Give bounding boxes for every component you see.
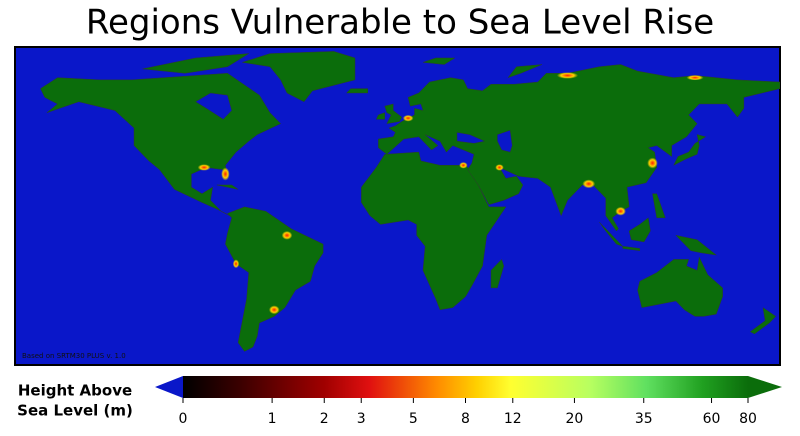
colorbar-tick-label: 2 xyxy=(320,411,329,427)
colorbar: Height Above Sea Level (m) 0 1 2 3 5 8 12 20 35 6… xyxy=(17,376,782,427)
new-zealand xyxy=(750,308,776,334)
australia xyxy=(638,257,723,316)
hotspot xyxy=(556,72,579,79)
low-lying-areas xyxy=(197,72,704,315)
hotspot xyxy=(281,230,293,240)
eurasia xyxy=(378,65,780,231)
colorbar-tick-label: 80 xyxy=(739,411,757,427)
africa xyxy=(361,152,506,310)
cuba xyxy=(217,185,238,189)
caspian-sea xyxy=(497,130,512,152)
colorbar-label: Sea Level (m) xyxy=(17,402,133,420)
hotspot xyxy=(615,206,626,216)
colorbar-high-arrow xyxy=(748,376,782,398)
hotspot xyxy=(268,305,280,315)
hotspot xyxy=(495,164,504,171)
sumatra xyxy=(599,222,622,246)
britain xyxy=(385,104,402,124)
colorbar-tick-label: 12 xyxy=(504,411,522,427)
hotspot xyxy=(647,157,658,169)
colorbar-tick-label: 35 xyxy=(635,411,653,427)
colorbar-tick-label: 8 xyxy=(461,411,470,427)
colorbar-gradient xyxy=(183,376,748,398)
colorbar-tick-label: 1 xyxy=(268,411,277,427)
novaya-zemlya xyxy=(508,65,542,78)
hotspot xyxy=(221,167,230,181)
japan xyxy=(674,135,706,166)
java xyxy=(623,246,640,250)
colorbar-label: Height Above xyxy=(18,382,132,400)
black-sea xyxy=(457,132,485,143)
map: Based on SRTM30 PLUS v. 1.0 xyxy=(14,46,781,366)
colorbar-tick-label: 60 xyxy=(703,411,721,427)
hotspot xyxy=(197,164,211,171)
arctic-islands xyxy=(143,54,249,74)
hotspot xyxy=(686,75,704,81)
new-guinea xyxy=(676,235,716,255)
greenland xyxy=(242,51,355,101)
title: Regions Vulnerable to Sea Level Rise xyxy=(86,3,714,43)
philippines xyxy=(653,194,666,218)
ireland xyxy=(376,113,385,120)
svalbard xyxy=(423,58,455,65)
colorbar-tick-label: 3 xyxy=(357,411,366,427)
landmasses xyxy=(41,51,780,351)
colorbar-tick-label: 5 xyxy=(409,411,418,427)
map-note: Based on SRTM30 PLUS v. 1.0 xyxy=(22,352,126,360)
borneo xyxy=(629,218,650,242)
hotspot xyxy=(232,259,240,269)
hotspot xyxy=(459,161,468,169)
iceland xyxy=(347,89,368,93)
hotspot xyxy=(402,114,414,122)
madagascar xyxy=(491,259,504,287)
hudson-bay xyxy=(196,93,232,119)
hotspot xyxy=(582,179,596,189)
colorbar-tick-label: 0 xyxy=(179,411,188,427)
colorbar-low-arrow xyxy=(155,376,183,398)
colorbar-tick-label: 20 xyxy=(566,411,584,427)
